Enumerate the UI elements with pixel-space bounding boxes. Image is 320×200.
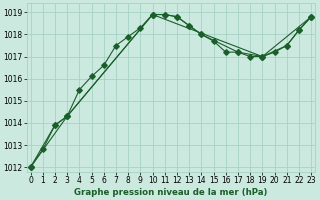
X-axis label: Graphe pression niveau de la mer (hPa): Graphe pression niveau de la mer (hPa) (74, 188, 268, 197)
